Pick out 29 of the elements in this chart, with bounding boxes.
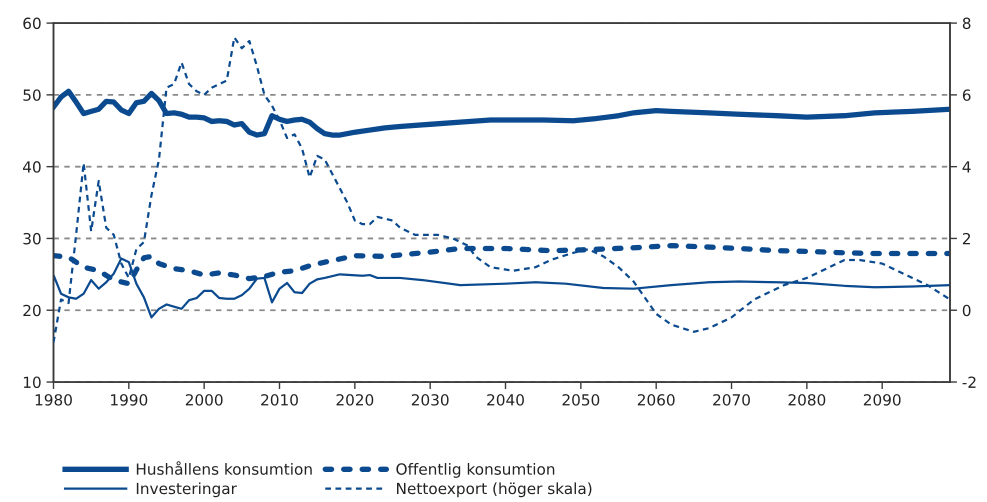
y-tick-label: 50 xyxy=(23,89,41,101)
x-tick-label: 2060 xyxy=(638,394,675,406)
x-tick-label: 2040 xyxy=(487,394,524,406)
x-tick-label: 2050 xyxy=(562,394,600,406)
line-series xyxy=(53,36,950,344)
x-tick-label: 1990 xyxy=(111,394,148,406)
x-tick-label: 2000 xyxy=(186,394,223,406)
y-tick-label: 30 xyxy=(23,232,41,244)
x-tick-label: 2020 xyxy=(336,394,374,406)
y2-tick-label: 4 xyxy=(962,161,971,172)
x-tick-label: 2010 xyxy=(261,394,298,406)
legend-label: Nettoexport (höger skala) xyxy=(397,482,592,498)
y2-tick-label: 0 xyxy=(962,304,970,316)
x-tick-label: 2030 xyxy=(412,394,449,406)
y2-tick-label: -2 xyxy=(962,376,976,388)
legend-label: Investeringar xyxy=(136,482,237,498)
x-tick-label: 2090 xyxy=(864,394,901,406)
y2-tick-label: 6 xyxy=(962,89,971,101)
legend-label: Hushållens konsumtion xyxy=(136,461,312,475)
y2-tick-label: 8 xyxy=(962,18,970,30)
y2-tick-label: 2 xyxy=(962,232,970,244)
x-tick-label: 2070 xyxy=(713,394,750,406)
y-tick-label: 20 xyxy=(23,304,41,316)
x-tick-label: 2080 xyxy=(788,394,826,406)
x-tick-label: 1980 xyxy=(36,394,72,406)
y-tick-label: 60 xyxy=(23,18,41,30)
legend-label: Offentlig konsumtion xyxy=(396,463,554,478)
y-tick-label: 40 xyxy=(22,161,41,173)
y-tick-label: 10 xyxy=(24,376,41,388)
